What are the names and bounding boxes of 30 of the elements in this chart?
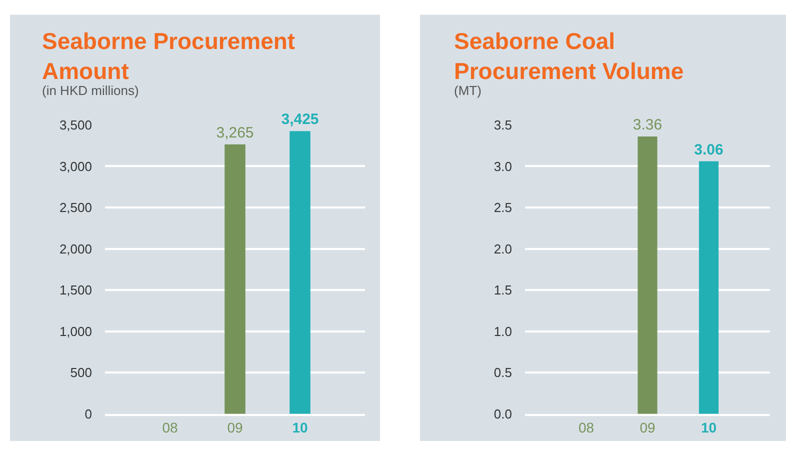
chart-title: Seaborne Procurement Amount <box>42 28 296 84</box>
x-tick-label: 10 <box>292 420 308 436</box>
y-tick-label: 0 <box>84 406 92 422</box>
chart-subtitle: (MT) <box>454 83 482 98</box>
y-tick-label: 3,500 <box>59 117 92 132</box>
y-tick-label: 3.5 <box>494 117 512 132</box>
x-tick-label: 09 <box>227 420 243 436</box>
y-tick-label: 2.5 <box>494 200 512 216</box>
x-tick-label: 10 <box>700 420 717 436</box>
x-tick-label: 08 <box>578 420 594 436</box>
data-label: 3.06 <box>694 141 724 158</box>
data-label: 3,265 <box>216 124 254 142</box>
chart-subtitle: (in HKD millions) <box>42 83 139 98</box>
chart-title: Seaborne Coal Procurement Volume <box>454 28 684 84</box>
data-label: 3,425 <box>281 111 319 128</box>
y-tick-label: 0.5 <box>494 365 512 380</box>
y-tick-label: 2,000 <box>59 241 92 256</box>
x-tick-label: 08 <box>162 420 178 436</box>
y-tick-label: 1.5 <box>494 282 512 298</box>
data-label: 3.36 <box>632 116 662 134</box>
y-tick-label: 2,500 <box>59 200 92 216</box>
y-tick-label: 1,500 <box>59 282 92 298</box>
y-tick-label: 3.0 <box>494 158 512 174</box>
y-tick-label: 2.0 <box>494 241 512 256</box>
y-tick-label: 3,000 <box>59 158 92 174</box>
y-tick-label: 0.0 <box>494 406 512 422</box>
y-tick-label: 1.0 <box>494 324 512 339</box>
y-tick-label: 500 <box>70 365 92 380</box>
y-tick-label: 1,000 <box>59 324 92 339</box>
x-tick-label: 09 <box>640 420 656 436</box>
